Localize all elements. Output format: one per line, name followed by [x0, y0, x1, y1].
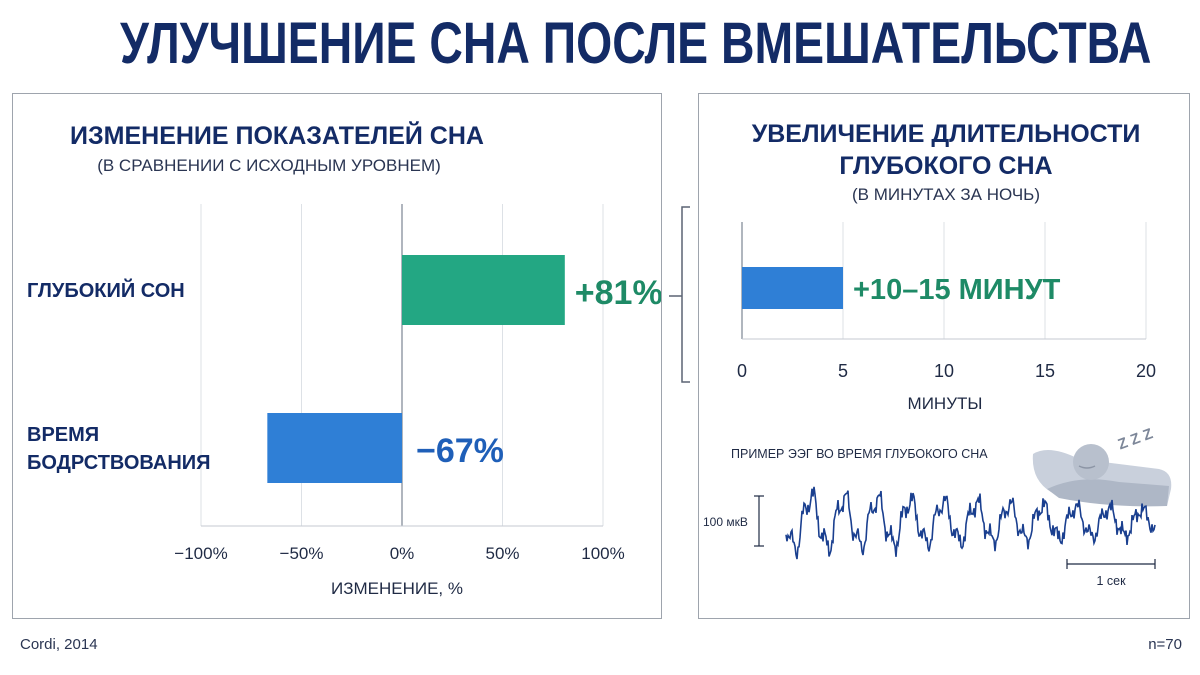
- zzz-icon: Z Z Z: [1116, 425, 1155, 453]
- right-panel-title-line1: УВЕЛИЧЕНИЕ ДЛИТЕЛЬНОСТИ: [752, 120, 1141, 148]
- eeg-time-scalebar: [1066, 559, 1156, 569]
- left-x-axis-label: ИЗМЕНЕНИЕ, %: [331, 579, 463, 598]
- page-title: УЛУЧШЕНИЕ СНА ПОСЛЕ ВМЕШАТЕЛЬСТВА: [120, 11, 1152, 76]
- eeg-caption: ПРИМЕР ЭЭГ ВО ВРЕМЯ ГЛУБОКОГО СНА: [731, 447, 988, 461]
- left-panel-subtitle: (В СРАВНЕНИИ С ИСХОДНЫМ УРОВНЕМ): [97, 156, 441, 175]
- source-citation: Cordi, 2014: [20, 636, 98, 653]
- right-panel-subtitle: (В МИНУТАХ ЗА НОЧЬ): [852, 185, 1040, 204]
- eeg-scale-label: 100 мкВ: [703, 515, 748, 529]
- right-tick-label: 0: [737, 361, 747, 381]
- eeg-amplitude-scalebar: [754, 495, 764, 547]
- left-panel-title: ИЗМЕНЕНИЕ ПОКАЗАТЕЛЕЙ СНА: [70, 120, 484, 150]
- left-tick-label: 0%: [390, 544, 415, 563]
- sleeping-person-icon: [1032, 444, 1172, 507]
- right-tick-label: 5: [838, 361, 848, 381]
- left-tick-label: −50%: [280, 544, 324, 563]
- change-bar-chart: ИЗМЕНЕНИЕ ПОКАЗАТЕЛЕЙ СНА (В СРАВНЕНИИ С…: [27, 120, 661, 598]
- change-chart-panel: ИЗМЕНЕНИЕ ПОКАЗАТЕЛЕЙ СНА (В СРАВНЕНИИ С…: [12, 93, 662, 619]
- sample-size: n=70: [1148, 636, 1182, 653]
- category-label-0: ГЛУБОКИЙ СОН: [27, 278, 185, 302]
- right-tick-label: 15: [1035, 361, 1055, 381]
- deep-sleep-value-label: +10–15 МИНУТ: [853, 274, 1061, 306]
- category-label-1: БОДРСТВОВАНИЯ: [27, 452, 211, 474]
- left-tick-label: 100%: [581, 544, 624, 563]
- deep-sleep-bar: [742, 267, 843, 309]
- right-tick-label: 20: [1136, 361, 1156, 381]
- eeg-waveform: [785, 486, 1156, 560]
- right-x-axis-label: МИНУТЫ: [908, 394, 983, 413]
- category-label-1: ВРЕМЯ: [27, 424, 99, 446]
- deep-sleep-bar-chart: УВЕЛИЧЕНИЕ ДЛИТЕЛЬНОСТИ ГЛУБОКОГО СНА (В…: [703, 120, 1172, 588]
- right-panel-title-line2: ГЛУБОКОГО СНА: [839, 152, 1052, 180]
- bar-0: [402, 255, 565, 325]
- bar-value-label-1: −67%: [416, 432, 504, 470]
- right-tick-label: 10: [934, 361, 954, 381]
- bar-value-label-0: +81%: [575, 274, 661, 312]
- bar-1: [267, 413, 402, 483]
- deep-sleep-panel: УВЕЛИЧЕНИЕ ДЛИТЕЛЬНОСТИ ГЛУБОКОГО СНА (В…: [698, 93, 1190, 619]
- eeg-time-label: 1 сек: [1096, 574, 1126, 588]
- left-tick-label: 50%: [485, 544, 519, 563]
- left-tick-label: −100%: [174, 544, 227, 563]
